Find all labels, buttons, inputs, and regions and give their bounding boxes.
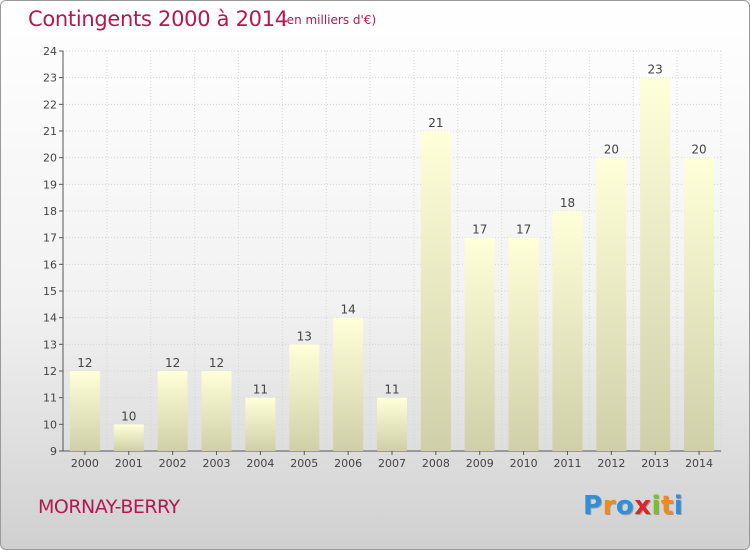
- y-tick-labels: 9 10 11 12 13 14 15 16 17 18 19 20 21 22 23 24: [43, 45, 57, 458]
- y-tick-label: 16: [43, 258, 57, 271]
- bar: [552, 211, 583, 451]
- y-tick-label: 9: [50, 445, 57, 458]
- bar: [420, 131, 451, 451]
- x-tick-labels: 2000 2001 2002 2003 2004 2005 2006 2007 2008 2009…: [71, 457, 713, 470]
- bar: [640, 77, 671, 452]
- x-tick-label: 2001: [115, 457, 143, 470]
- x-tick-label: 2004: [246, 457, 274, 470]
- bar: [69, 371, 100, 451]
- y-tick-label: 12: [43, 365, 57, 378]
- x-tick-label: 2003: [203, 457, 231, 470]
- value-label: 14: [340, 303, 355, 317]
- value-label: 13: [297, 329, 312, 343]
- logo-letter: i: [651, 491, 661, 521]
- x-tick-label: 2014: [685, 457, 713, 470]
- y-tick-label: 23: [43, 72, 57, 85]
- value-label: 21: [428, 116, 443, 130]
- value-label: 12: [209, 356, 224, 370]
- logo-letter: t: [660, 491, 674, 521]
- logo-letter: i: [673, 491, 684, 521]
- logo-letter: r: [602, 491, 616, 521]
- commune-name: MORNAY-BERRY: [38, 496, 180, 518]
- y-tick-label: 17: [43, 232, 57, 245]
- x-tick-label: 2002: [159, 457, 187, 470]
- value-label: 12: [165, 356, 180, 370]
- x-tick-label: 2008: [422, 457, 450, 470]
- y-tick-label: 21: [43, 125, 57, 138]
- bar: [113, 424, 144, 451]
- value-labels: 12 10 12 12 11 13 14 11 21 17 17 18 20 23 20: [77, 63, 706, 424]
- y-tick-label: 19: [43, 178, 57, 191]
- x-tick-label: 2010: [510, 457, 538, 470]
- logo-letter: o: [615, 491, 635, 521]
- value-label: 20: [691, 143, 706, 157]
- bar: [333, 317, 364, 451]
- logo-letter: x: [634, 491, 652, 521]
- x-tick-label: 2011: [553, 457, 581, 470]
- x-tick-label: 2013: [641, 457, 669, 470]
- bar: [245, 397, 276, 451]
- y-tick-label: 24: [43, 45, 57, 58]
- value-label: 11: [253, 383, 268, 397]
- bar: [508, 237, 539, 451]
- x-tick-label: 2000: [71, 457, 99, 470]
- bar: [464, 237, 495, 451]
- bar: [596, 157, 627, 451]
- bar: [377, 397, 407, 451]
- value-label: 18: [560, 196, 575, 210]
- chart-subtitle: (en milliers d'€): [282, 13, 377, 27]
- x-tick-label: 2006: [334, 457, 362, 470]
- chart-title: Contingents 2000 à 2014: [28, 7, 288, 31]
- x-tick-label: 2012: [597, 457, 625, 470]
- y-tick-label: 10: [43, 418, 57, 431]
- bar: [684, 157, 715, 451]
- y-tick-label: 15: [43, 285, 57, 298]
- y-tick-label: 20: [43, 152, 57, 165]
- proxiti-logo: Proxiti: [583, 491, 683, 521]
- y-tick-label: 22: [43, 98, 57, 111]
- value-label: 23: [648, 63, 663, 77]
- y-tick-label: 14: [43, 312, 57, 325]
- y-tick-label: 18: [43, 205, 57, 218]
- value-label: 20: [604, 143, 619, 157]
- logo-letter: P: [583, 491, 603, 521]
- value-label: 10: [121, 409, 136, 423]
- x-tick-label: 2005: [290, 457, 318, 470]
- x-tick-label: 2007: [378, 457, 406, 470]
- value-label: 11: [384, 383, 399, 397]
- x-tick-label: 2009: [466, 457, 494, 470]
- value-label: 17: [472, 223, 487, 237]
- bar: [157, 371, 188, 451]
- y-tick-label: 11: [43, 392, 57, 405]
- bar: [201, 371, 232, 451]
- y-tick-label: 13: [43, 338, 57, 351]
- value-label: 17: [516, 223, 531, 237]
- bars: [69, 77, 715, 452]
- bar: [289, 344, 320, 451]
- value-label: 12: [77, 356, 92, 370]
